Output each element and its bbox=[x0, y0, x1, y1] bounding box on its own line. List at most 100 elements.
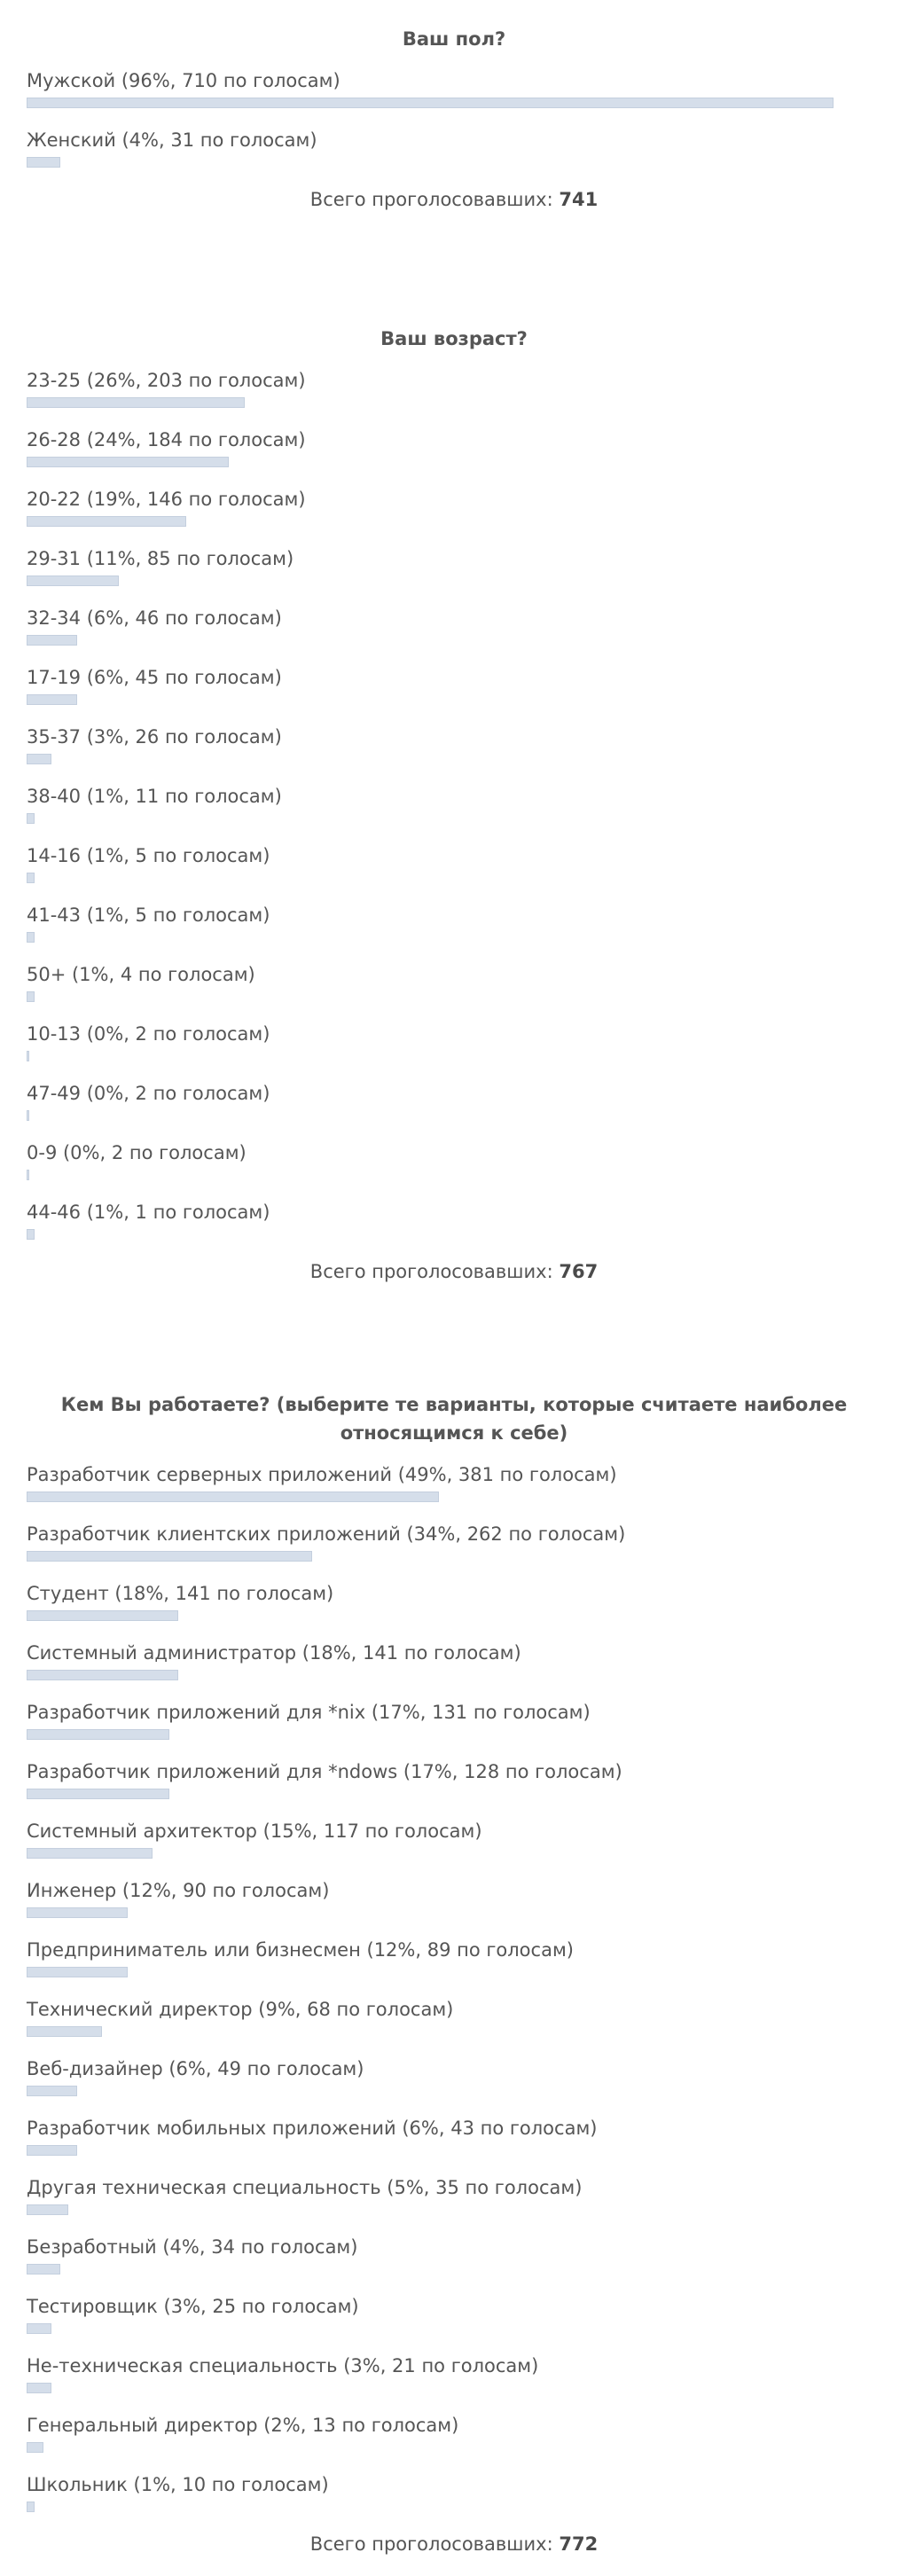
option-label: 20-22 (19%, 146 по голосам) bbox=[27, 489, 306, 510]
option-label: Не-техническая специальность (3%, 21 по … bbox=[27, 2355, 539, 2376]
option-label: 26-28 (24%, 184 по голосам) bbox=[27, 429, 306, 450]
total-value: 741 bbox=[559, 189, 599, 210]
poll-option: Системный архитектор (15%, 117 по голоса… bbox=[27, 1820, 908, 1879]
option-label: Предприниматель или бизнесмен (12%, 89 п… bbox=[27, 1939, 574, 1961]
poll-option: Технический директор (9%, 68 по голосам) bbox=[27, 1998, 908, 2057]
poll-option: 50+ (1%, 4 по голосам) bbox=[27, 963, 908, 1022]
option-bar bbox=[27, 98, 834, 108]
poll-option: Инженер (12%, 90 по голосам) bbox=[27, 1879, 908, 1938]
option-bar bbox=[27, 1670, 178, 1680]
option-bar bbox=[27, 2442, 43, 2453]
option-label: 29-31 (11%, 85 по голосам) bbox=[27, 548, 294, 569]
option-bar bbox=[27, 932, 35, 943]
poll-title: Ваш пол? bbox=[402, 28, 506, 50]
total-label: Всего проголосовавших: bbox=[309, 2533, 553, 2555]
option-label: 38-40 (1%, 11 по голосам) bbox=[27, 786, 282, 807]
poll-option: Разработчик серверных приложений (49%, 3… bbox=[27, 1463, 908, 1523]
option-bar bbox=[27, 2086, 77, 2096]
option-label: Генеральный директор (2%, 13 по голосам) bbox=[27, 2415, 459, 2436]
poll-option: 35-37 (3%, 26 по голосам) bbox=[27, 725, 908, 785]
total-label: Всего проголосовавших: bbox=[309, 189, 553, 210]
poll-option: Предприниматель или бизнесмен (12%, 89 п… bbox=[27, 1938, 908, 1998]
poll-option: Не-техническая специальность (3%, 21 по … bbox=[27, 2354, 908, 2414]
option-label: 10-13 (0%, 2 по голосам) bbox=[27, 1023, 270, 1045]
poll-option: Тестировщик (3%, 25 по голосам) bbox=[27, 2295, 908, 2354]
option-label: 17-19 (6%, 45 по голосам) bbox=[27, 667, 282, 688]
option-bar bbox=[27, 813, 35, 824]
total-label: Всего проголосовавших: bbox=[309, 1261, 553, 1282]
poll-option: 17-19 (6%, 45 по голосам) bbox=[27, 666, 908, 725]
option-bar bbox=[27, 157, 60, 168]
option-label: 44-46 (1%, 1 по голосам) bbox=[27, 1202, 270, 1223]
option-label: 41-43 (1%, 5 по голосам) bbox=[27, 904, 270, 926]
option-label: Другая техническая специальность (5%, 35… bbox=[27, 2177, 583, 2198]
option-bar bbox=[27, 1610, 178, 1621]
option-label: Разработчик серверных приложений (49%, 3… bbox=[27, 1464, 617, 1485]
total-value: 772 bbox=[559, 2533, 599, 2555]
option-label: 14-16 (1%, 5 по голосам) bbox=[27, 845, 270, 866]
poll-options: 23-25 (26%, 203 по голосам) 26-28 (24%, 1… bbox=[0, 369, 908, 1260]
option-bar bbox=[27, 457, 229, 467]
option-label: Мужской (96%, 710 по голосам) bbox=[27, 70, 340, 91]
poll-option: Разработчик мобильных приложений (6%, 43… bbox=[27, 2117, 908, 2176]
poll-option: Женский (4%, 31 по голосам) bbox=[27, 129, 908, 188]
poll-title: Ваш возраст? bbox=[380, 328, 528, 349]
poll-option: 32-34 (6%, 46 по голосам) bbox=[27, 607, 908, 666]
option-bar bbox=[27, 1051, 29, 1061]
option-label: Студент (18%, 141 по голосам) bbox=[27, 1583, 334, 1604]
poll-option: Веб-дизайнер (6%, 49 по голосам) bbox=[27, 2057, 908, 2117]
option-label: Разработчик мобильных приложений (6%, 43… bbox=[27, 2118, 598, 2139]
option-bar bbox=[27, 991, 35, 1002]
option-bar bbox=[27, 2323, 51, 2334]
poll-option: 10-13 (0%, 2 по голосам) bbox=[27, 1022, 908, 1082]
option-bar bbox=[27, 635, 77, 646]
poll-total: Всего проголосовавших: 772 bbox=[0, 2533, 908, 2556]
option-label: Системный архитектор (15%, 117 по голоса… bbox=[27, 1820, 482, 1842]
poll-option: Генеральный директор (2%, 13 по голосам) bbox=[27, 2414, 908, 2473]
option-label: Инженер (12%, 90 по голосам) bbox=[27, 1880, 330, 1901]
poll-option: Разработчик приложений для *nix (17%, 13… bbox=[27, 1701, 908, 1760]
option-bar bbox=[27, 2264, 60, 2275]
poll-option: Школьник (1%, 10 по голосам) bbox=[27, 2473, 908, 2533]
poll-option: Мужской (96%, 710 по голосам) bbox=[27, 69, 908, 129]
poll-option: 26-28 (24%, 184 по голосам) bbox=[27, 428, 908, 488]
option-label: Разработчик приложений для *ndows (17%, … bbox=[27, 1761, 622, 1782]
option-bar bbox=[27, 1848, 153, 1859]
poll-option: 44-46 (1%, 1 по голосам) bbox=[27, 1201, 908, 1260]
poll-option: 23-25 (26%, 203 по голосам) bbox=[27, 369, 908, 428]
option-label: Разработчик клиентских приложений (34%, … bbox=[27, 1523, 626, 1545]
option-bar bbox=[27, 1170, 29, 1180]
option-bar bbox=[27, 397, 245, 408]
option-bar bbox=[27, 2502, 35, 2512]
option-bar bbox=[27, 1789, 169, 1799]
option-label: Тестировщик (3%, 25 по голосам) bbox=[27, 2296, 359, 2317]
total-value: 767 bbox=[559, 1261, 599, 1282]
poll-total: Всего проголосовавших: 767 bbox=[0, 1260, 908, 1283]
option-bar bbox=[27, 2026, 102, 2037]
option-bar bbox=[27, 2383, 51, 2393]
poll-gender: Ваш пол? Мужской (96%, 710 по голосам) Же… bbox=[0, 25, 908, 211]
option-label: 35-37 (3%, 26 по голосам) bbox=[27, 726, 282, 748]
poll-age: Ваш возраст? 23-25 (26%, 203 по голосам)… bbox=[0, 325, 908, 1283]
option-label: Школьник (1%, 10 по голосам) bbox=[27, 2474, 329, 2495]
poll-total: Всего проголосовавших: 741 bbox=[0, 188, 908, 211]
option-bar bbox=[27, 1110, 29, 1121]
option-bar bbox=[27, 2145, 77, 2156]
poll-option: 29-31 (11%, 85 по голосам) bbox=[27, 547, 908, 607]
option-bar bbox=[27, 1229, 35, 1240]
option-bar bbox=[27, 575, 119, 586]
poll-options: Мужской (96%, 710 по голосам) Женский (4%… bbox=[0, 69, 908, 188]
poll-option: 0-9 (0%, 2 по голосам) bbox=[27, 1141, 908, 1201]
option-bar bbox=[27, 2204, 68, 2215]
option-bar bbox=[27, 1729, 169, 1740]
option-label: Технический директор (9%, 68 по голосам) bbox=[27, 1999, 454, 2020]
poll-option: Разработчик приложений для *ndows (17%, … bbox=[27, 1760, 908, 1820]
poll-option: 47-49 (0%, 2 по голосам) bbox=[27, 1082, 908, 1141]
option-label: 50+ (1%, 4 по голосам) bbox=[27, 964, 255, 985]
poll-option: 38-40 (1%, 11 по голосам) bbox=[27, 785, 908, 844]
option-label: Женский (4%, 31 по голосам) bbox=[27, 129, 317, 151]
option-bar bbox=[27, 1967, 128, 1977]
option-label: 0-9 (0%, 2 по голосам) bbox=[27, 1142, 247, 1163]
option-label: 23-25 (26%, 203 по голосам) bbox=[27, 370, 306, 391]
option-bar bbox=[27, 516, 186, 527]
